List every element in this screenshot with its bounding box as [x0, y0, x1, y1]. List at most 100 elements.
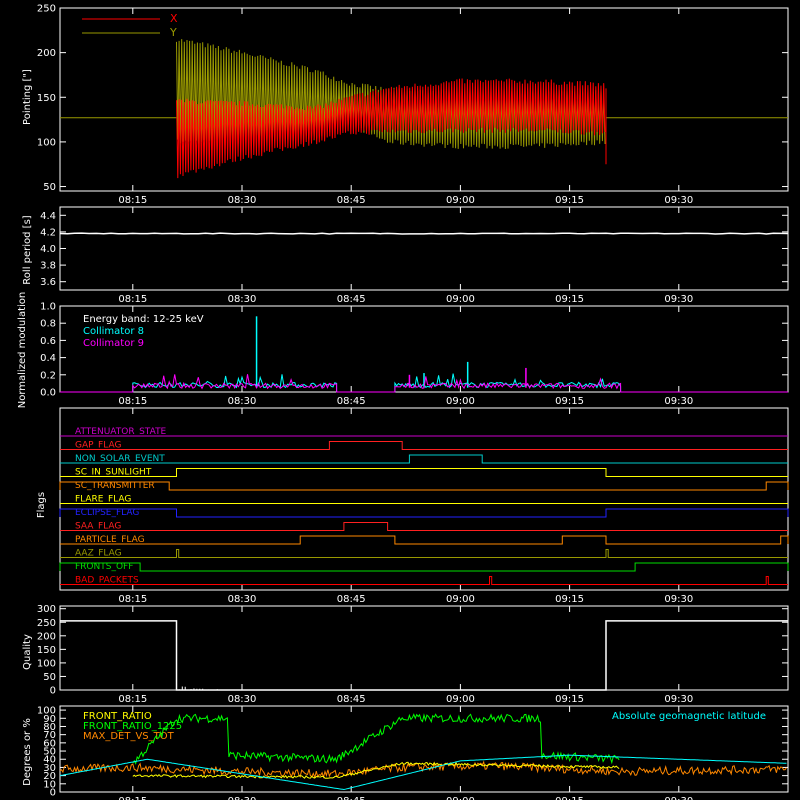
panel-pointing-ytick-label: 150	[37, 93, 56, 104]
flag-line-bad_packets	[60, 576, 788, 585]
panel-modulation: Normalized modulation Energy band: 12-25…	[17, 292, 204, 409]
panel-ratios-xtick-label: 09:30	[664, 796, 693, 800]
ratio-series-3	[59, 754, 787, 791]
panel-roll-xtick-label: 08:30	[228, 294, 257, 305]
panel-ratios-ytick-label: 90	[43, 714, 56, 725]
panel-pointing-ylabel: Pointing ["]	[22, 69, 33, 125]
panel-ratios-ytick-label: 20	[43, 771, 56, 782]
panel-pointing: Pointing ["] X Y	[22, 12, 178, 125]
panel-quality-ytick-label: 250	[37, 618, 56, 629]
panel-flags-xtick-label: 08:15	[118, 594, 147, 605]
flag-label-flare_flag: FLARE_FLAG	[75, 495, 131, 505]
flag-label-aaz_flag: AAZ_FLAG	[75, 549, 122, 559]
panel-quality-ytick-label: 0	[50, 686, 56, 697]
panel-roll-xtick-label: 09:15	[555, 294, 584, 305]
panel-pointing-xtick-label: 08:15	[118, 195, 147, 206]
panel-modulation-xtick-label: 09:15	[555, 396, 584, 407]
panel-modulation-ytick-label: 0.2	[40, 370, 56, 381]
panel-quality-ylabel: Quality	[22, 634, 33, 670]
panel-pointing-xtick-label: 09:00	[446, 195, 475, 206]
flag-label-attenuator_state: ATTENUATOR_STATE	[75, 427, 167, 437]
panel-roll-ytick-label: 3.8	[40, 261, 56, 272]
panel-flags: Flags	[36, 492, 47, 518]
panel-roll-axes: 08:15 08:30 08:45 09:00 09:15 09:30 3.6 3.8 4.0 4…	[40, 206, 789, 305]
panel-ratios-ytick-label: 50	[43, 747, 56, 758]
modulation-series-1	[60, 374, 788, 393]
panel-ratios-ytick-label: 100	[37, 706, 56, 717]
panel-modulation-xtick-label: 08:30	[228, 396, 257, 407]
roll-series	[59, 232, 789, 235]
modulation-energy-band: Energy band: 12-25 keV	[83, 314, 204, 325]
panel-quality-xtick-label: 09:00	[446, 694, 475, 705]
flag-label-fronts_off: FRONTS_OFF	[75, 562, 133, 572]
flag-line-sc_transmitter	[59, 481, 789, 491]
panel-ratios-xtick-label: 09:00	[446, 796, 475, 800]
flag-label-sc_in_sunlight: SC_IN_SUNLIGHT	[75, 468, 152, 478]
panel-ratios-ytick-label: 10	[43, 779, 56, 790]
panel-ratios: Degrees or % FRONT_RATIO FRONT_RATIO_122…	[22, 711, 766, 786]
legend-front-ratio: FRONT_RATIO	[83, 711, 152, 722]
legend-collimator-9: Collimator 9	[83, 338, 144, 349]
legend-y-label: Y	[169, 26, 177, 39]
panel-pointing-xtick-label: 08:45	[337, 195, 366, 206]
panel-pointing-ytick-label: 200	[37, 48, 56, 59]
panel-quality-xtick-label: 08:30	[228, 694, 257, 705]
modulation-series	[60, 316, 788, 393]
panel-roll-ytick-label: 3.6	[40, 277, 56, 288]
panel-flags-xtick-label: 09:00	[446, 594, 475, 605]
panel-ratios-ytick-label: 40	[43, 755, 56, 766]
ratios-series	[59, 713, 787, 791]
flag-line-aaz_flag	[60, 549, 788, 558]
panel-roll: Roll period [s]	[22, 215, 33, 284]
panel-quality-ytick-label: 300	[37, 604, 56, 615]
panel-ratios-axes: 08:15 08:30 08:45 09:00 09:15 09:30 0102030405…	[37, 705, 789, 800]
panel-flags-xtick-label: 09:30	[664, 594, 693, 605]
panel-flags-ylabel: Flags	[36, 492, 47, 518]
ratio-series-2	[132, 761, 620, 779]
panel-flags-xtick-label: 08:30	[228, 594, 257, 605]
legend-max-det-vs-tot: MAX_DET_VS_TOT	[83, 731, 175, 742]
panel-roll-ytick-label: 4.4	[40, 211, 56, 222]
flag-label-particle_flag: PARTICLE_FLAG	[75, 535, 145, 545]
panel-modulation-ytick-label: 0.8	[40, 319, 56, 330]
panel-roll-ytick-label: 4.2	[40, 227, 56, 238]
panel-modulation-ytick-label: 0.0	[40, 388, 56, 399]
panel-quality-ytick-label: 100	[37, 658, 56, 669]
flag-line-non_solar_event	[60, 454, 788, 464]
panel-ratios-ytick-label: 30	[43, 763, 56, 774]
pointing-series	[60, 39, 788, 179]
flag-label-saa_flag: SAA_FLAG	[75, 522, 121, 532]
panel-roll-xtick-label: 09:00	[446, 294, 475, 305]
legend-x-label: X	[170, 12, 178, 25]
panel-modulation-ytick-label: 0.6	[40, 336, 56, 347]
panel-modulation-xtick-label: 09:00	[446, 396, 475, 407]
panel-modulation-frame	[59, 305, 789, 393]
legend-collimator-8: Collimator 8	[83, 326, 144, 337]
flags-rows: ATTENUATOR_STATE GAP_FLAG NON_SOLAR_EVENT S…	[59, 427, 789, 586]
panel-flags-xtick-label: 08:45	[337, 594, 366, 605]
chart-marks: 08:15 08:30 08:45 09:00 09:15 09:305010015020…	[37, 4, 789, 800]
panel-roll-xtick-label: 09:30	[664, 294, 693, 305]
panel-modulation-xtick-label: 08:45	[337, 396, 366, 407]
panel-ratios-xtick-label: 09:15	[555, 796, 584, 800]
flag-line-fronts_off	[59, 562, 789, 572]
panel-modulation-ytick-label: 1.0	[40, 302, 56, 313]
flag-line-particle_flag	[60, 535, 789, 545]
panel-ratios-frame	[59, 705, 789, 793]
panel-quality-ytick-label: 50	[43, 672, 56, 683]
flag-label-eclipse_flag: ECLIPSE_FLAG	[75, 508, 139, 518]
panel-roll-xtick-label: 08:45	[337, 294, 366, 305]
flag-line-saa_flag	[60, 522, 788, 531]
panel-modulation-ylabel: Normalized modulation	[17, 292, 28, 409]
panel-pointing-ytick-label: 50	[43, 182, 56, 193]
panel-pointing-xtick-label: 09:30	[664, 195, 693, 206]
panel-modulation-ytick-label: 0.4	[40, 353, 56, 364]
quality-series	[60, 620, 788, 691]
panel-pointing-legend: X Y	[82, 12, 178, 39]
panel-roll-ylabel: Roll period [s]	[22, 215, 33, 284]
panel-ratios-ylabel: Degrees or %	[22, 718, 33, 786]
panel-modulation-axes: 08:15 08:30 08:45 09:00 09:15 09:30 0.0 0.2 0.4 0…	[40, 302, 789, 407]
ratio-series-0	[132, 713, 620, 765]
panel-pointing-xtick-label: 08:30	[228, 195, 257, 206]
